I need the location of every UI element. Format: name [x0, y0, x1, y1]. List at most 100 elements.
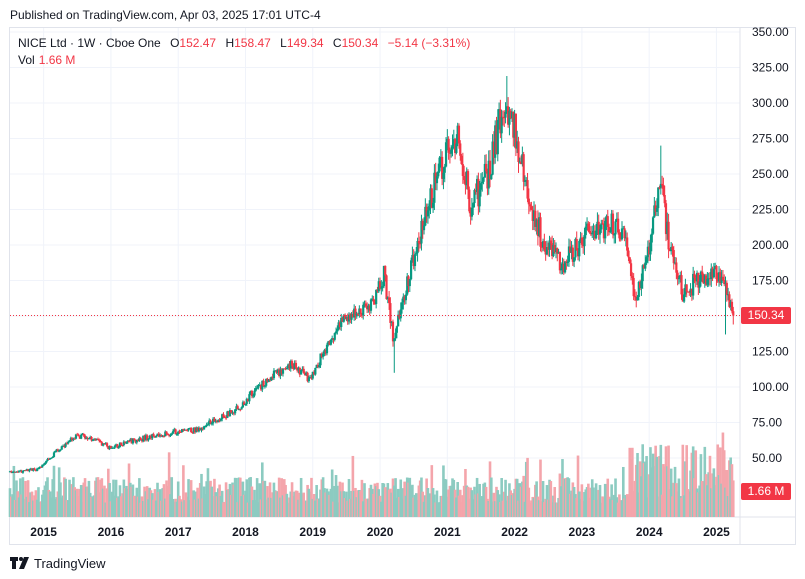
volume-bar — [245, 479, 249, 517]
candle-body — [52, 452, 56, 457]
volume-bar — [26, 480, 30, 517]
candle-body — [296, 367, 299, 371]
candle-body — [728, 294, 731, 307]
volume-bar — [708, 455, 712, 517]
candle-body — [186, 429, 189, 431]
candle-body — [720, 276, 723, 284]
candle-body — [443, 166, 446, 173]
candle-body — [111, 447, 114, 449]
candle-body — [527, 198, 530, 205]
candle-body — [151, 434, 154, 439]
candle-body — [362, 304, 365, 316]
volume-bar — [64, 478, 67, 517]
candle-body — [87, 438, 91, 440]
volume-bar — [490, 477, 493, 517]
candle-body — [34, 470, 37, 472]
candle-body — [86, 437, 89, 440]
candle-body — [565, 261, 568, 263]
volume-bar — [719, 447, 722, 517]
candle-body — [611, 213, 615, 235]
candle-body — [32, 468, 35, 471]
candle-body — [640, 281, 643, 289]
candle-body — [158, 435, 162, 437]
candle-body — [258, 384, 261, 386]
candle-body — [340, 317, 343, 328]
candle-body — [381, 286, 384, 288]
candle-body — [197, 427, 201, 432]
candle-body — [183, 429, 186, 431]
candle-body — [582, 244, 585, 247]
candle-body — [539, 217, 542, 247]
candle-body — [368, 305, 371, 311]
candle-body — [327, 341, 330, 345]
candle-body — [680, 275, 683, 295]
candle-body — [188, 428, 191, 430]
candle-body — [535, 219, 538, 227]
candle-body — [12, 471, 15, 473]
candle-body — [102, 443, 105, 446]
candle-body — [337, 322, 340, 329]
candle-body — [648, 246, 651, 255]
candle-body — [148, 435, 151, 439]
candle-body — [501, 116, 505, 118]
candle-body — [391, 321, 395, 342]
candle-body — [261, 380, 264, 390]
candle-body — [472, 203, 475, 208]
candle-body — [263, 385, 266, 387]
candle-body — [364, 303, 367, 307]
candle-body — [268, 379, 272, 381]
candle-body — [117, 447, 120, 449]
candle-body — [659, 183, 662, 188]
candle-body — [730, 301, 734, 312]
candle-body — [388, 297, 391, 304]
x-tick-label: 2024 — [636, 525, 663, 539]
candle-body — [316, 364, 320, 368]
candle-body — [196, 427, 199, 432]
candle-body — [602, 224, 605, 239]
candle-body — [646, 246, 649, 258]
candle-body — [478, 189, 481, 207]
candle-body — [161, 436, 164, 438]
candle-body — [28, 469, 31, 472]
low-label: L — [280, 36, 287, 50]
candle-body — [521, 154, 524, 165]
volume-bar — [360, 479, 364, 517]
candle-body — [303, 372, 307, 376]
candle-body — [419, 243, 422, 245]
candle-body — [416, 241, 419, 254]
candle-body — [130, 439, 133, 444]
candle-body — [632, 277, 635, 297]
candle-body — [644, 262, 647, 269]
candle-body — [699, 271, 703, 282]
volume-bar — [351, 455, 355, 517]
candle-body — [671, 246, 674, 251]
candle-body — [499, 109, 502, 134]
candle-body — [563, 261, 567, 273]
candle-body — [438, 157, 441, 172]
candle-body — [692, 273, 695, 296]
candle-body — [483, 163, 486, 178]
close-value: 150.34 — [341, 36, 379, 50]
candle-body — [127, 440, 131, 442]
candle-body — [265, 379, 268, 386]
candle-body — [569, 246, 572, 253]
candle-body — [262, 380, 265, 387]
candle-body — [457, 125, 461, 144]
candle-body — [723, 280, 726, 285]
change-value: −5.14 (−3.31%) — [387, 36, 471, 50]
candle-body — [358, 308, 361, 314]
candle-body — [105, 443, 109, 447]
volume-bar — [255, 478, 259, 517]
candle-body — [359, 308, 362, 313]
candle-body — [447, 138, 450, 153]
candle-body — [663, 194, 666, 204]
candle-body — [412, 254, 415, 267]
volume-bar — [170, 477, 174, 517]
candle-body — [514, 113, 518, 149]
candle-body — [74, 434, 78, 439]
volume-bar — [500, 478, 503, 517]
volume-bar — [310, 477, 313, 517]
y-tick-label: 250.00 — [752, 167, 789, 181]
candle-body — [213, 418, 216, 422]
